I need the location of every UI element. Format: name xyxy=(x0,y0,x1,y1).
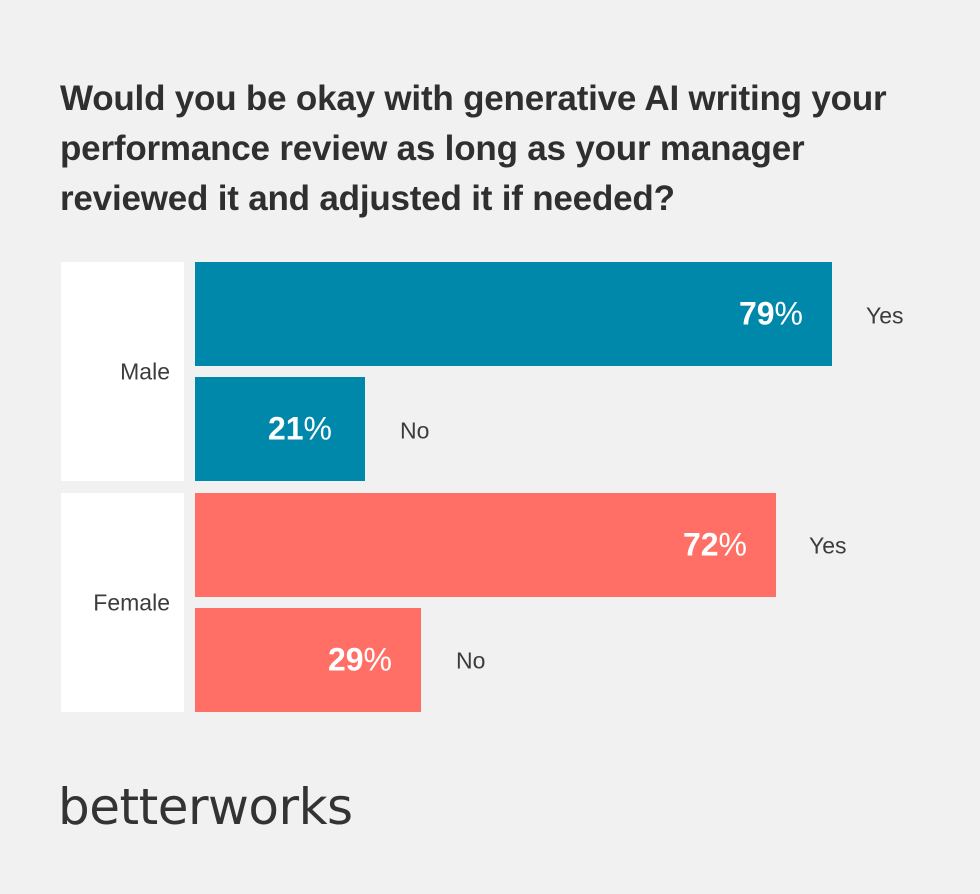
chart-title: Would you be okay with generative AI wri… xyxy=(60,79,887,218)
group-label-male-box: Male xyxy=(61,262,184,481)
answer-label-male-yes: Yes xyxy=(866,302,904,329)
answer-label-female-yes: Yes xyxy=(809,532,847,559)
bar-value-male-no: 21% xyxy=(267,410,332,447)
bar-female-no: 29% xyxy=(195,608,421,712)
bar-male-no: 21% xyxy=(195,377,365,481)
group-label-female-box: Female xyxy=(61,493,184,712)
bar-value-female-no: 29% xyxy=(327,641,392,678)
group-label-female: Female xyxy=(93,589,170,615)
group-label-male: Male xyxy=(120,358,170,384)
bar-female-yes: 72% xyxy=(195,493,776,597)
answer-label-male-no: No xyxy=(400,417,430,444)
bar-male-yes: 79% xyxy=(195,262,832,366)
betterworks-logo: betterworks xyxy=(58,778,353,836)
bar-value-male-yes: 79% xyxy=(738,295,803,332)
bar-value-female-yes: 72% xyxy=(682,526,747,563)
answer-label-female-no: No xyxy=(456,647,486,674)
